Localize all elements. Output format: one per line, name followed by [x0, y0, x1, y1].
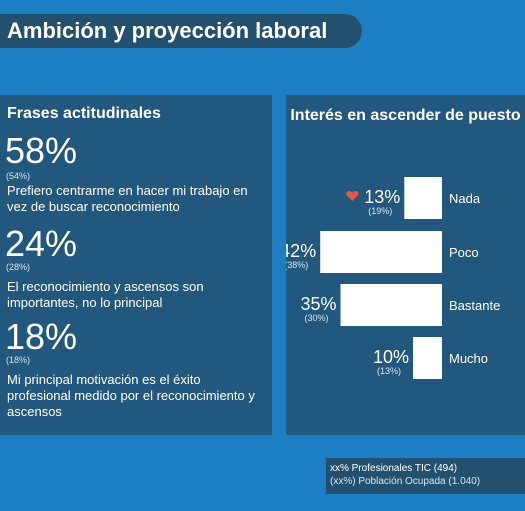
bar-bastante [340, 284, 442, 326]
promotion-interest-panel: Interés en ascender de puesto Nada 13% (19… [286, 95, 525, 435]
statement-sub-percent: (54%) [6, 171, 31, 181]
category-label: Nada [449, 191, 481, 206]
value-label: 13% [364, 187, 400, 207]
legend: xx% Profesionales TIC (494) (xx%) Poblac… [326, 458, 525, 494]
value-label: 35% [300, 294, 336, 314]
category-label: Poco [449, 245, 479, 260]
title-bar: Ambición y proyección laboral [0, 14, 362, 48]
statement-percent: 58% [5, 130, 78, 171]
attitudinal-phrases-heading: Frases actitudinales [7, 105, 161, 122]
statement-text: Mi principal motivación es el éxito prof… [7, 372, 255, 419]
bar-poco [320, 231, 442, 273]
statement-percent: 24% [5, 223, 78, 264]
secondary-value-label: (30%) [304, 313, 328, 323]
attitudinal-phrases-panel: Frases actitudinales 58% (54%) Prefiero … [0, 95, 272, 435]
secondary-value-label: (38%) [286, 260, 308, 270]
secondary-value-label: (19%) [368, 206, 392, 216]
legend-item-professionals: xx% Profesionales TIC (494) [330, 463, 458, 474]
category-label: Bastante [449, 298, 500, 313]
bar-mucho [413, 337, 442, 379]
statement-sub-percent: (28%) [6, 262, 31, 272]
statement-percent: 18% [5, 316, 78, 357]
category-label: Mucho [449, 351, 488, 366]
value-label: 10% [373, 347, 409, 367]
heart-icon [346, 191, 359, 201]
legend-item-employed-population: (xx%) Población Ocupada (1.040) [330, 476, 481, 487]
promotion-interest-bar-chart: Nada 13%(19%) Poco 42%(38%) Bastante 35%(30%)… [286, 177, 500, 379]
chart-title: Interés en ascender de puesto [290, 107, 521, 124]
bar-nada [404, 177, 442, 219]
statement-text: Prefiero centrarme en hacer mi trabajo e… [7, 183, 248, 214]
secondary-value-label: (13%) [377, 366, 401, 376]
page-title: Ambición y proyección laboral [7, 18, 328, 43]
statement-text: El reconocimiento y ascensos son importa… [7, 279, 204, 310]
statement-sub-percent: (18%) [6, 355, 31, 365]
value-label: 42% [286, 241, 316, 261]
